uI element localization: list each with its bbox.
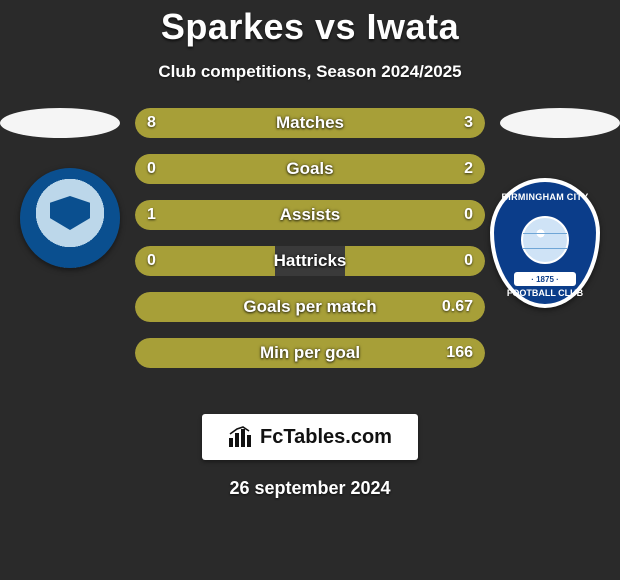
crest-right-top-text: BIRMINGHAM CITY <box>494 192 596 202</box>
stat-label: Hattricks <box>135 246 485 276</box>
stat-label: Assists <box>135 200 485 230</box>
bars-container: 83Matches 02Goals 10Assists 00Hattricks 0.67… <box>135 108 485 384</box>
stat-label: Goals <box>135 154 485 184</box>
stat-row: 02Goals <box>135 154 485 184</box>
stat-label: Goals per match <box>135 292 485 322</box>
crest-right-graphic: BIRMINGHAM CITY · 1875 · FOOTBALL CLUB <box>490 178 600 308</box>
page-title: Sparkes vs Iwata <box>0 0 620 48</box>
stat-row: 0.67Goals per match <box>135 292 485 322</box>
player-photo-left <box>0 108 120 138</box>
branding-chart-icon <box>228 426 254 448</box>
stat-row: 83Matches <box>135 108 485 138</box>
club-crest-right: BIRMINGHAM CITY · 1875 · FOOTBALL CLUB <box>490 178 600 308</box>
crest-left-graphic <box>20 168 120 268</box>
stat-row: 00Hattricks <box>135 246 485 276</box>
comparison-panel: BIRMINGHAM CITY · 1875 · FOOTBALL CLUB 8… <box>0 108 620 408</box>
crest-right-bottom-text: FOOTBALL CLUB <box>494 288 596 298</box>
branding-text: FcTables.com <box>260 426 392 449</box>
subtitle: Club competitions, Season 2024/2025 <box>0 62 620 82</box>
date-line: 26 september 2024 <box>0 478 620 499</box>
stat-label: Min per goal <box>135 338 485 368</box>
crest-right-ribbon: · 1875 · <box>514 272 576 286</box>
player-photo-right <box>500 108 620 138</box>
branding-badge: FcTables.com <box>202 414 418 460</box>
stat-row: 166Min per goal <box>135 338 485 368</box>
stat-row: 10Assists <box>135 200 485 230</box>
globe-icon <box>521 216 569 264</box>
club-crest-left <box>20 168 120 268</box>
stat-label: Matches <box>135 108 485 138</box>
